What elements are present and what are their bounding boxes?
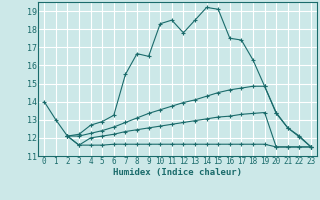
X-axis label: Humidex (Indice chaleur): Humidex (Indice chaleur): [113, 168, 242, 177]
